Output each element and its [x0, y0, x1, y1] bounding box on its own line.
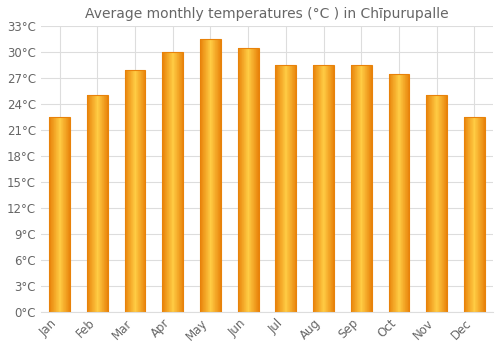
Bar	[351, 65, 372, 312]
Bar	[313, 65, 334, 312]
Bar	[238, 48, 258, 312]
Bar	[87, 96, 108, 312]
Bar	[464, 117, 484, 312]
Bar	[200, 39, 221, 312]
Title: Average monthly temperatures (°C ) in Chīpurupalle: Average monthly temperatures (°C ) in Ch…	[85, 7, 449, 21]
Bar	[276, 65, 296, 312]
Bar	[426, 96, 447, 312]
Bar	[125, 70, 146, 312]
Bar	[388, 74, 409, 312]
Bar	[162, 52, 183, 312]
Bar	[50, 117, 70, 312]
